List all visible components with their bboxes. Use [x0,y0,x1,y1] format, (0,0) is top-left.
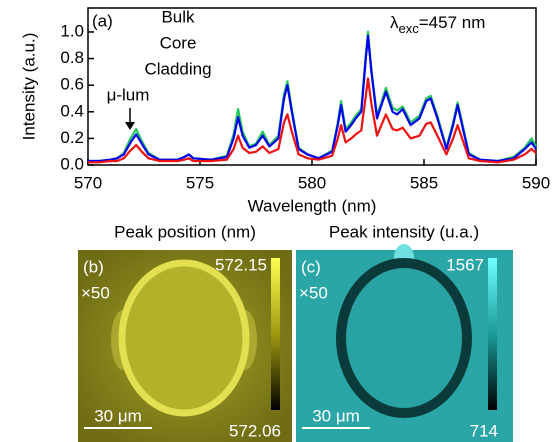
x-axis-label: Wavelength (nm) [248,196,377,215]
excitation-label: λexc=457 nm [390,13,485,36]
y-axis-label: Intensity (a.u.) [19,33,38,141]
colorbar-min: 572.06 [229,421,281,440]
scale-bar-label: 30 μm [94,406,142,425]
y-tick-label: 0.0 [60,154,84,173]
colorbar-max: 572.15 [215,255,267,274]
colorbar [488,258,497,410]
panel-title: Peak position (nm) [114,222,256,241]
legend-label: Core [160,33,197,52]
panel-label: (c) [301,257,321,276]
y-tick-label: 0.2 [60,128,84,147]
x-tick-label: 570 [74,173,102,192]
value: =457 nm [419,13,486,32]
colorbar-max: 1567 [446,255,484,274]
series-line [88,36,536,161]
x-tick-label: 590 [522,173,550,192]
y-tick-label: 0.8 [60,48,84,67]
x-tick-label: 575 [186,173,214,192]
colorbar [271,258,280,410]
x-tick-label: 580 [298,173,326,192]
annotation: μ-lum [107,85,150,104]
legend-label: Cladding [144,59,211,78]
y-tick-label: 0.4 [60,101,84,120]
legend-label: Bulk [161,7,195,26]
panel-title: Peak intensity (u.a.) [329,222,479,241]
panel-label: (b) [83,257,104,276]
y-tick-label: 1.0 [60,21,84,40]
scale-bar-label: 30 μm [312,406,360,425]
magnification: ×50 [299,283,328,302]
arrow-head [125,122,135,130]
figure: 570 575 580 585 590 0.0 0.2 0.4 0.6 0.8 1.0 Wavelen… [0,0,559,442]
subscript: exc [399,21,420,36]
magnification: ×50 [81,283,110,302]
y-tick-label: 0.6 [60,75,84,94]
x-tick-label: 585 [410,173,438,192]
panel-label: (a) [92,11,113,30]
series-line [88,32,536,161]
colorbar-min: 714 [470,421,498,440]
